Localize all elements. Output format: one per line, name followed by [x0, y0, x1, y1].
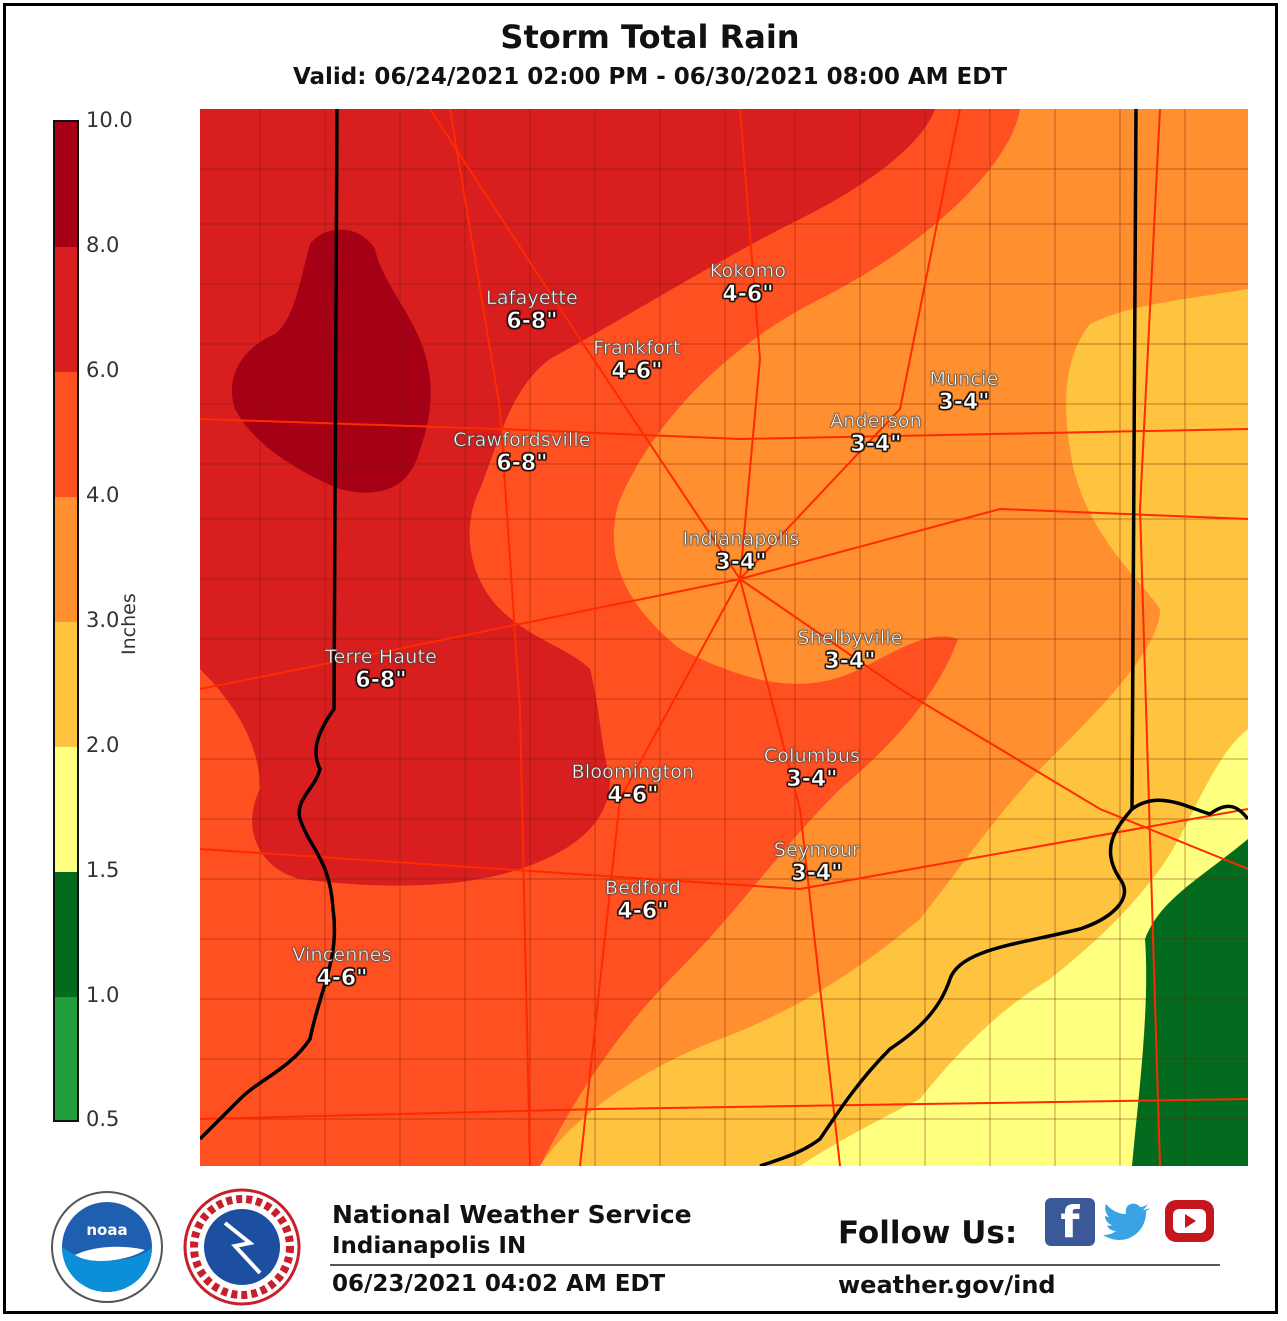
rain-zone-1-1.5 — [1132, 839, 1248, 1166]
org-name: National Weather Service — [332, 1200, 692, 1229]
follow-us-label: Follow Us: — [838, 1215, 1018, 1251]
colorbar-band-3-4 — [55, 497, 77, 622]
issued-time: 06/23/2021 04:02 AM EDT — [332, 1271, 666, 1297]
colorbar-tick: 8.0 — [86, 233, 120, 257]
office-name: Indianapolis IN — [332, 1233, 527, 1259]
state-borders — [200, 109, 1248, 1166]
colorbar-band-4-6 — [55, 372, 77, 497]
nws-logo — [183, 1188, 301, 1306]
colorbar-band-6-8 — [55, 247, 77, 372]
colorbar-tick: 0.5 — [86, 1107, 120, 1131]
map-title: Storm Total Rain — [500, 18, 800, 56]
noaa-logo: noaa — [51, 1191, 163, 1303]
colorbar-band-1-1.5 — [55, 872, 77, 997]
svg-text:noaa: noaa — [86, 1221, 127, 1239]
colorbar-band-2-3 — [55, 622, 77, 747]
colorbar-band-1.5-2 — [55, 747, 77, 872]
colorbar-label: Inches — [118, 593, 140, 655]
highways — [200, 109, 1248, 1166]
image-frame — [3, 3, 1278, 1314]
footer-divider — [330, 1264, 1220, 1266]
rain-zone-1.5-2 — [800, 729, 1248, 1166]
facebook-icon[interactable]: f — [1045, 1198, 1095, 1248]
rain-zone-8-10 — [231, 229, 431, 493]
county-lines — [200, 109, 1248, 1166]
colorbar-tick: 1.0 — [86, 983, 120, 1007]
rain-zone-2-3 — [540, 289, 1248, 1166]
twitter-icon[interactable] — [1103, 1198, 1153, 1246]
colorbar-tick: 1.5 — [86, 858, 120, 882]
colorbar-band-8-10 — [55, 122, 77, 247]
colorbar-tick: 6.0 — [86, 358, 120, 382]
colorbar-tick: 3.0 — [86, 608, 120, 632]
rainfall-map — [200, 109, 1248, 1166]
youtube-icon[interactable] — [1163, 1196, 1216, 1246]
website-link[interactable]: weather.gov/ind — [838, 1271, 1056, 1299]
colorbar-tick: 10.0 — [86, 108, 133, 132]
colorbar-tick: 4.0 — [86, 483, 120, 507]
colorbar — [53, 120, 79, 1122]
colorbar-band-0.5-1 — [55, 997, 77, 1120]
valid-period: Valid: 06/24/2021 02:00 PM - 06/30/2021 … — [292, 64, 1008, 90]
colorbar-tick: 2.0 — [86, 733, 120, 757]
